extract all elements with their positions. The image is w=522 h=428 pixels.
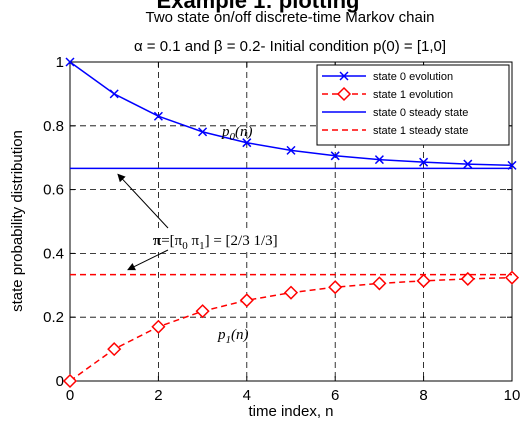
p0-annotation: p0(n) xyxy=(221,124,253,143)
pi-annotation-bg xyxy=(150,228,315,250)
y-axis-label: state probability distribution xyxy=(9,130,26,312)
x-tick-label: 0 xyxy=(66,387,74,404)
y-tick-label: 0.6 xyxy=(43,182,64,199)
x-tick-label: 6 xyxy=(331,387,339,404)
x-tick-label: 2 xyxy=(154,387,162,404)
x-marker xyxy=(153,111,163,121)
diamond-marker xyxy=(372,276,387,291)
chart-title-clipped: Example 1: plotting xyxy=(157,0,360,13)
arrow-to-state1-steady xyxy=(127,249,169,271)
x-tick-label: 4 xyxy=(243,387,251,404)
pi-annotation: π=[π0 π1] = [2/3 1/3] xyxy=(153,233,278,252)
y-tick-label: 0.4 xyxy=(43,245,64,262)
x-marker xyxy=(242,138,252,148)
x-marker xyxy=(374,155,384,165)
diamond-marker xyxy=(416,273,431,288)
diamond-marker xyxy=(195,304,210,319)
x-marker xyxy=(339,71,349,81)
diamond-marker xyxy=(107,342,122,357)
diamond-marker xyxy=(62,373,78,389)
y-tick-label: 0 xyxy=(56,373,64,390)
x-axis-label: time index, n xyxy=(248,403,333,420)
arrow-to-state0-steady xyxy=(117,173,169,229)
p1-annotation: p1(n) xyxy=(217,327,249,346)
chart-title-line2: α = 0.1 and β = 0.2- Initial condition p… xyxy=(134,38,446,55)
plot-area-frame xyxy=(69,61,513,382)
x-marker xyxy=(419,157,429,167)
x-marker xyxy=(286,145,296,155)
x-tick-label: 8 xyxy=(419,387,427,404)
legend-label: state 1 steady state xyxy=(373,125,468,137)
legend-box xyxy=(316,64,510,146)
diamond-marker xyxy=(151,319,166,334)
x-marker xyxy=(463,159,473,169)
diamond-marker xyxy=(283,285,299,300)
annotations: p0(n) p1(n) π=[π0 π1] = [2/3 1/3] xyxy=(117,124,315,346)
x-marker xyxy=(198,127,208,137)
x-tick-label: 10 xyxy=(504,387,521,404)
x-marker xyxy=(109,89,119,99)
diamond-marker xyxy=(336,86,352,102)
diamond-marker xyxy=(239,293,254,308)
chart-title-line1: Two state on/off discrete-time Markov ch… xyxy=(145,9,434,26)
y-tick-label: 0.8 xyxy=(43,118,64,135)
y-tick-label: 1 xyxy=(56,54,64,71)
axis-ticks: 0 2 4 6 8 10 0 0.2 0.4 0.6 0.8 1 xyxy=(43,54,520,404)
diamond-marker xyxy=(460,271,475,286)
legend: state 0 evolution state 1 evolution state … xyxy=(316,64,510,146)
diamond-marker xyxy=(504,270,520,285)
series-layer xyxy=(62,57,520,389)
x-marker xyxy=(65,57,75,67)
legend-label: state 0 steady state xyxy=(373,107,468,119)
legend-label: state 0 evolution xyxy=(373,71,453,83)
y-tick-label: 0.2 xyxy=(43,309,64,326)
x-marker xyxy=(330,151,340,161)
diamond-marker xyxy=(328,280,343,295)
legend-label: state 1 evolution xyxy=(373,89,453,101)
